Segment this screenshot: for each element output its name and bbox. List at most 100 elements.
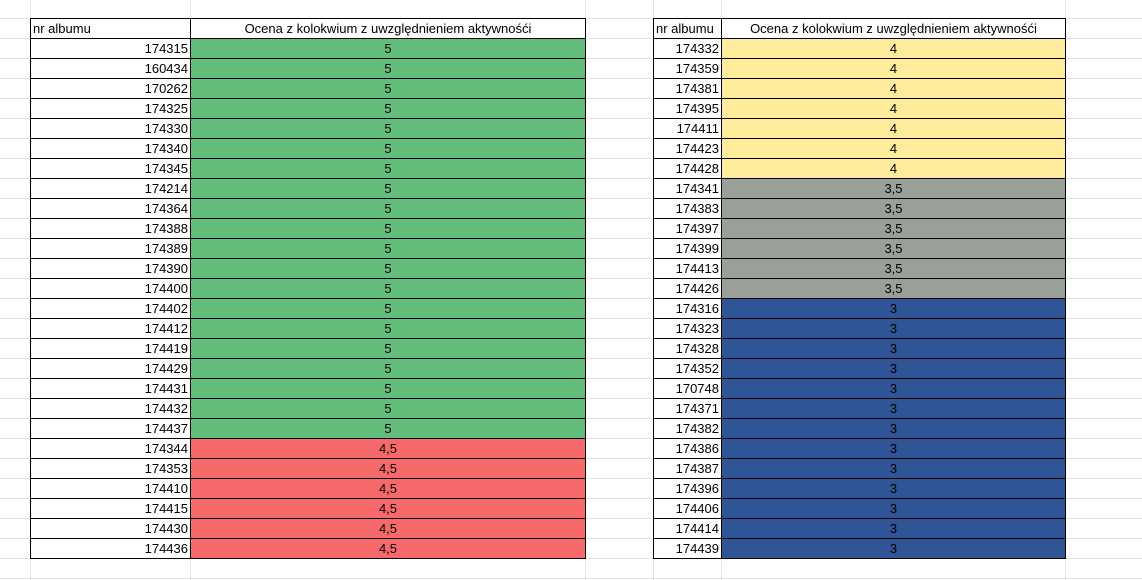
grade-cell[interactable]: 3 <box>721 478 1066 499</box>
album-number-cell[interactable]: 174388 <box>30 218 191 239</box>
grade-cell[interactable]: 4 <box>721 38 1066 59</box>
album-number-cell[interactable]: 174382 <box>653 418 722 439</box>
album-number-cell[interactable]: 174325 <box>30 98 191 119</box>
grade-cell[interactable]: 4 <box>721 58 1066 79</box>
grade-cell[interactable]: 4 <box>721 98 1066 119</box>
grade-cell[interactable]: 3 <box>721 498 1066 519</box>
album-number-cell[interactable]: 174330 <box>30 118 191 139</box>
album-number-cell[interactable]: 174332 <box>653 38 722 59</box>
album-number-cell[interactable]: 174413 <box>653 258 722 279</box>
album-number-cell[interactable]: 174400 <box>30 278 191 299</box>
album-number-cell[interactable]: 174316 <box>653 298 722 319</box>
grade-cell[interactable]: 3 <box>721 538 1066 559</box>
grade-cell[interactable]: 3 <box>721 458 1066 479</box>
album-number-cell[interactable]: 174437 <box>30 418 191 439</box>
grade-cell[interactable]: 5 <box>190 58 586 79</box>
album-number-cell[interactable]: 174412 <box>30 318 191 339</box>
grade-cell[interactable]: 4 <box>721 138 1066 159</box>
grade-cell[interactable]: 5 <box>190 298 586 319</box>
grade-cell[interactable]: 3 <box>721 438 1066 459</box>
grade-cell[interactable]: 4,5 <box>190 478 586 499</box>
album-number-cell[interactable]: 174389 <box>30 238 191 259</box>
album-number-cell[interactable]: 174359 <box>653 58 722 79</box>
grade-cell[interactable]: 5 <box>190 358 586 379</box>
album-number-cell[interactable]: 174430 <box>30 518 191 539</box>
grade-cell[interactable]: 4 <box>721 78 1066 99</box>
grade-cell[interactable]: 3 <box>721 298 1066 319</box>
album-number-cell[interactable]: 174323 <box>653 318 722 339</box>
grade-cell[interactable]: 5 <box>190 338 586 359</box>
album-number-cell[interactable]: 174429 <box>30 358 191 379</box>
album-number-cell[interactable]: 174410 <box>30 478 191 499</box>
album-number-cell[interactable]: 174387 <box>653 458 722 479</box>
grade-cell[interactable]: 5 <box>190 218 586 239</box>
album-number-cell[interactable]: 170262 <box>30 78 191 99</box>
album-number-cell[interactable]: 174411 <box>653 118 722 139</box>
album-number-cell[interactable]: 170748 <box>653 378 722 399</box>
album-number-cell[interactable]: 174432 <box>30 398 191 419</box>
album-number-cell[interactable]: 174406 <box>653 498 722 519</box>
grade-cell[interactable]: 4 <box>721 118 1066 139</box>
album-number-cell[interactable]: 174426 <box>653 278 722 299</box>
grade-cell[interactable]: 3 <box>721 378 1066 399</box>
grade-cell[interactable]: 5 <box>190 198 586 219</box>
grade-cell[interactable]: 5 <box>190 98 586 119</box>
grade-cell[interactable]: 5 <box>190 178 586 199</box>
album-number-cell[interactable]: 174328 <box>653 338 722 359</box>
grade-cell[interactable]: 5 <box>190 398 586 419</box>
album-number-cell[interactable]: 174352 <box>653 358 722 379</box>
album-number-cell[interactable]: 174381 <box>653 78 722 99</box>
album-number-cell[interactable]: 174436 <box>30 538 191 559</box>
album-number-cell[interactable]: 174214 <box>30 178 191 199</box>
album-number-cell[interactable]: 174428 <box>653 158 722 179</box>
grade-cell[interactable]: 3 <box>721 338 1066 359</box>
header-album-cell[interactable]: nr albumu <box>653 18 722 39</box>
header-grade-cell[interactable]: Ocena z kolokwium z uwzględnieniem aktyw… <box>721 18 1066 39</box>
grade-cell[interactable]: 3 <box>721 518 1066 539</box>
grade-cell[interactable]: 5 <box>190 318 586 339</box>
album-number-cell[interactable]: 174341 <box>653 178 722 199</box>
album-number-cell[interactable]: 174315 <box>30 38 191 59</box>
grade-cell[interactable]: 4,5 <box>190 498 586 519</box>
album-number-cell[interactable]: 174397 <box>653 218 722 239</box>
album-number-cell[interactable]: 174344 <box>30 438 191 459</box>
grade-cell[interactable]: 3,5 <box>721 218 1066 239</box>
grade-cell[interactable]: 3,5 <box>721 258 1066 279</box>
album-number-cell[interactable]: 174340 <box>30 138 191 159</box>
grade-cell[interactable]: 5 <box>190 78 586 99</box>
header-album-cell[interactable]: nr albumu <box>30 18 191 39</box>
grade-cell[interactable]: 5 <box>190 238 586 259</box>
album-number-cell[interactable]: 174419 <box>30 338 191 359</box>
grade-cell[interactable]: 3 <box>721 358 1066 379</box>
grade-cell[interactable]: 3 <box>721 398 1066 419</box>
grade-cell[interactable]: 5 <box>190 278 586 299</box>
album-number-cell[interactable]: 174423 <box>653 138 722 159</box>
album-number-cell[interactable]: 160434 <box>30 58 191 79</box>
grade-cell[interactable]: 5 <box>190 418 586 439</box>
album-number-cell[interactable]: 174395 <box>653 98 722 119</box>
grade-cell[interactable]: 3,5 <box>721 178 1066 199</box>
grade-cell[interactable]: 5 <box>190 378 586 399</box>
grade-cell[interactable]: 5 <box>190 138 586 159</box>
header-grade-cell[interactable]: Ocena z kolokwium z uwzględnieniem aktyw… <box>190 18 586 39</box>
album-number-cell[interactable]: 174353 <box>30 458 191 479</box>
grade-cell[interactable]: 5 <box>190 258 586 279</box>
album-number-cell[interactable]: 174399 <box>653 238 722 259</box>
album-number-cell[interactable]: 174386 <box>653 438 722 459</box>
grade-cell[interactable]: 4,5 <box>190 518 586 539</box>
grade-cell[interactable]: 3,5 <box>721 278 1066 299</box>
grade-cell[interactable]: 5 <box>190 158 586 179</box>
album-number-cell[interactable]: 174414 <box>653 518 722 539</box>
album-number-cell[interactable]: 174431 <box>30 378 191 399</box>
grade-cell[interactable]: 4,5 <box>190 438 586 459</box>
album-number-cell[interactable]: 174402 <box>30 298 191 319</box>
album-number-cell[interactable]: 174396 <box>653 478 722 499</box>
album-number-cell[interactable]: 174390 <box>30 258 191 279</box>
album-number-cell[interactable]: 174383 <box>653 198 722 219</box>
grade-cell[interactable]: 3,5 <box>721 198 1066 219</box>
album-number-cell[interactable]: 174371 <box>653 398 722 419</box>
album-number-cell[interactable]: 174439 <box>653 538 722 559</box>
album-number-cell[interactable]: 174364 <box>30 198 191 219</box>
grade-cell[interactable]: 4 <box>721 158 1066 179</box>
grade-cell[interactable]: 3,5 <box>721 238 1066 259</box>
